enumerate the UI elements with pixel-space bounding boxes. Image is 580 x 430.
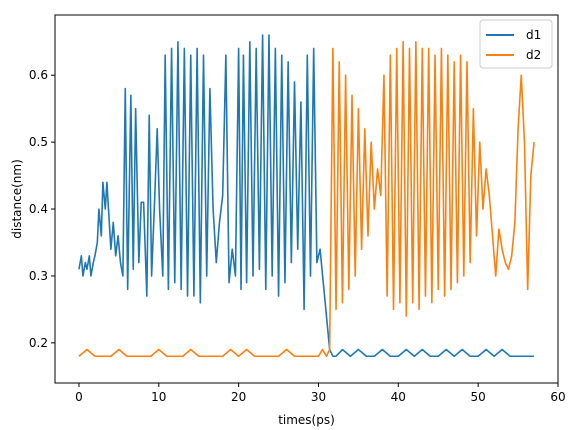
legend: d1 d2: [479, 19, 553, 69]
x-tick-label: 60: [550, 390, 565, 404]
legend-label-d1: d1: [526, 28, 541, 42]
x-axis-label: times(ps): [278, 413, 335, 427]
y-tick-label: 0.5: [29, 135, 48, 149]
series-line-d1: [78, 34, 535, 358]
x-axis: 0 10 20 30 40 50 60: [75, 383, 566, 404]
x-tick-label: 40: [391, 390, 406, 404]
x-tick-label: 0: [75, 390, 83, 404]
legend-label-d2: d2: [526, 48, 541, 62]
x-tick-label: 10: [151, 390, 166, 404]
x-tick-label: 50: [471, 390, 486, 404]
y-tick-label: 0.6: [29, 68, 48, 82]
y-tick-label: 0.3: [29, 269, 48, 283]
plot-lines: [78, 34, 535, 358]
y-axis: 0.2 0.3 0.4 0.5 0.6: [29, 68, 55, 350]
y-tick-label: 0.2: [29, 336, 48, 350]
series-line-d2: [78, 40, 535, 358]
plot-frame: [54, 14, 559, 384]
x-tick-label: 30: [311, 390, 326, 404]
y-tick-label: 0.4: [29, 202, 48, 216]
x-tick-label: 20: [231, 390, 246, 404]
y-axis-label: distance(nm): [10, 159, 24, 239]
